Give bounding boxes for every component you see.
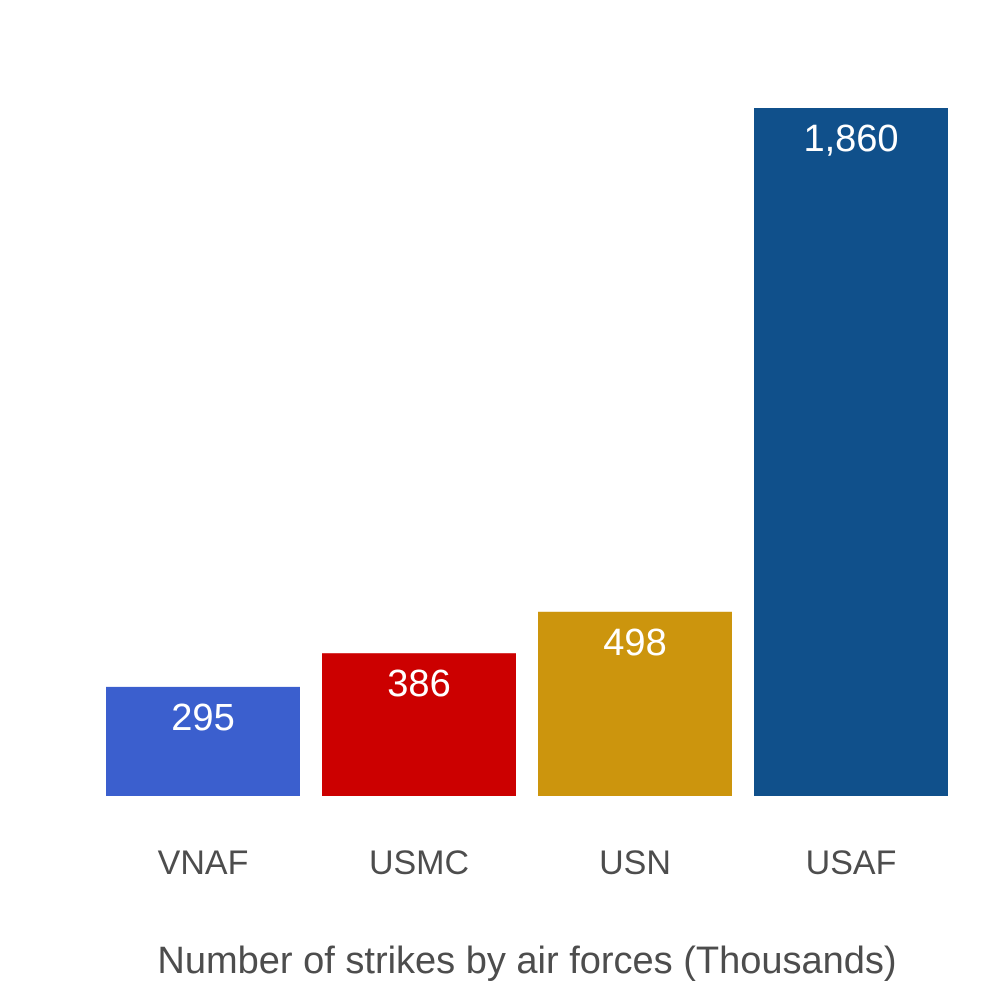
x-tick-label-usaf: USAF <box>806 844 897 882</box>
value-labels-group: 295 386 498 1,860 <box>171 118 898 739</box>
x-axis-title: Number of strikes by air forces (Thousan… <box>157 940 896 982</box>
bar-usn <box>538 611 732 796</box>
x-tick-label-vnaf: VNAF <box>158 844 249 882</box>
bar-vnaf <box>106 686 300 796</box>
value-label-usaf: 1,860 <box>803 118 898 160</box>
bars-group <box>106 108 948 796</box>
value-label-usn: 498 <box>603 622 666 664</box>
bar-usmc <box>322 653 516 796</box>
value-label-usmc: 386 <box>387 663 450 705</box>
bar-usaf <box>754 108 948 796</box>
x-tick-labels-group: VNAF USMC USN USAF <box>158 844 897 882</box>
value-label-vnaf: 295 <box>171 697 234 739</box>
x-tick-label-usmc: USMC <box>369 844 469 882</box>
x-tick-label-usn: USN <box>599 844 671 882</box>
